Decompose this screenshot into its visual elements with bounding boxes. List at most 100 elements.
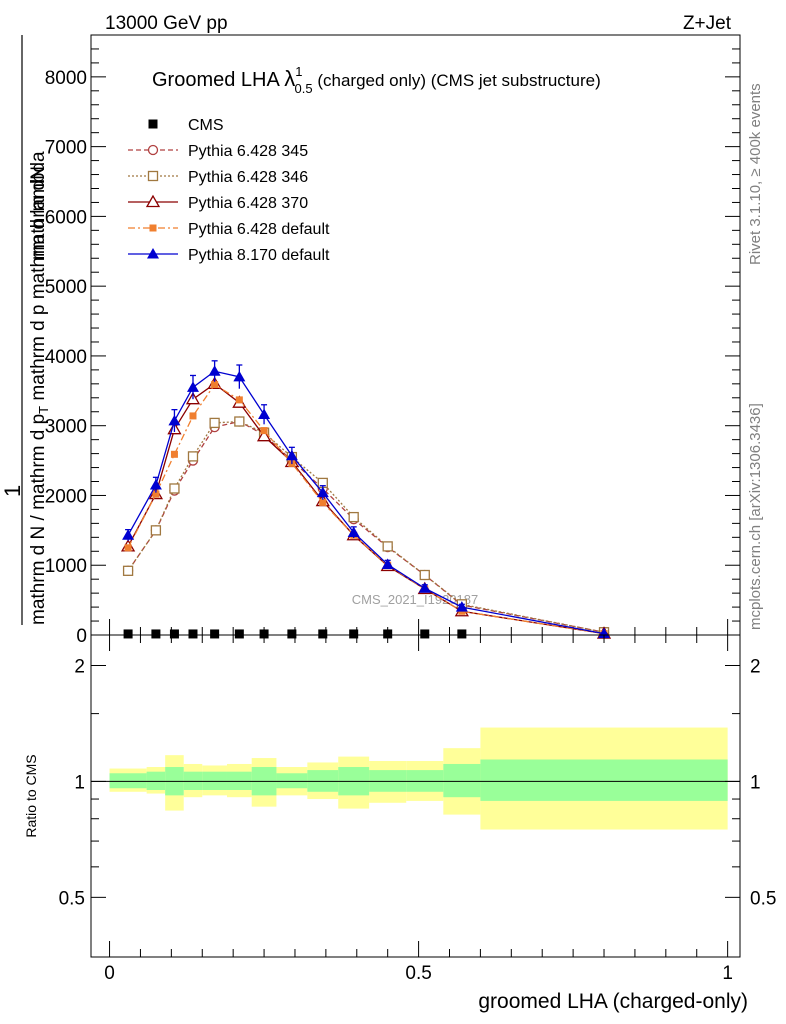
data-point-cms [169,629,179,639]
main-y-axis [91,48,740,636]
data-point-cms [287,629,297,639]
x-tick-label: 1 [722,963,733,984]
data-point-pythia-6-428-346 [122,565,134,576]
y-tick-label: 2000 [45,486,87,507]
data-point-pythia-8-170-default [233,370,246,382]
ratio-band-1sigma [146,771,166,790]
x-tick-label: 0 [104,963,115,984]
data-point-pythia-6-428-346 [419,569,430,581]
ratio-bands [91,727,740,830]
legend-marker-pythia-8-170-default [147,248,159,259]
data-point-pythia-6-428-346 [150,525,162,536]
ratio-band-1sigma [443,763,481,798]
data-point-pythia-6-428-346 [348,511,359,523]
y-tick-label: 6000 [45,207,87,228]
legend-marker-pythia-6-428-345 [147,144,159,156]
data-point-cms [318,629,328,639]
data-point-pythia-6-428-default [124,544,132,552]
y-axis-title-denominator: mathrm d N / mathrm d pT mathrm d p math… [28,151,51,625]
ratio-band-1sigma [276,773,308,789]
process-label: Z+Jet [683,13,732,34]
data-point-cms [259,629,269,639]
y-tick-label: 8000 [45,68,87,89]
ratio-band-1sigma [202,771,227,790]
legend-label-pythia-6-428-346: Pythia 6.428 346 [188,169,308,186]
legend-marker-pythia-6-428-346 [147,170,159,182]
data-point-pythia-8-170-default [381,558,394,570]
legend-label-cms: CMS [188,117,224,134]
data-point-pythia-6-428-346 [187,451,199,462]
ratio-plot-frame [90,634,741,958]
ratio-band-1sigma [226,771,252,790]
series-line-pythia-8-170-default [127,370,605,635]
y-axis-title-numerator-dn: mathrm dN [28,166,49,260]
y-axis-title-numerator-one: 1 [0,485,25,497]
data-point-pythia-6-428-346 [234,416,245,427]
data-point-pythia-6-428-default [319,498,327,506]
data-point-pythia-6-428-default [152,490,160,498]
data-point-pythia-8-170-default [149,479,162,490]
data-point-pythia-8-170-default [418,582,431,593]
ratio-y-tick-label: 0.5 [59,888,85,909]
data-point-cms [151,629,161,639]
legend-label-pythia-8-170-default: Pythia 8.170 default [188,247,330,264]
rivet-version-label: Rivet 3.1.10, ≥ 400k events [747,83,764,265]
legend-label-pythia-6-428-default: Pythia 6.428 default [188,221,330,238]
mcplots-label: mcplots.cern.ch [arXiv:1306.3436] [747,403,764,630]
x-tick-label: 0.5 [405,963,431,984]
ratio-y-tick-label: 1 [74,772,85,793]
series-line-pythia-6-428-default [127,383,605,635]
data-point-pythia-6-428-default [235,396,243,404]
ratio-y-tick-label: 2 [74,656,85,677]
main-x-axis [109,619,729,635]
data-point-pythia-8-170-default [285,449,298,461]
data-point-cms [188,629,198,639]
data-point-pythia-6-428-default [170,450,178,458]
ratio-y-tick-label-right: 0.5 [750,888,776,909]
main-y-tick-labels: 0 1000 2000 3000 4000 5000 6000 7000 8000 [45,68,87,647]
data-point-cms [457,629,467,639]
data-point-pythia-8-170-default [168,414,181,426]
data-point-pythia-8-170-default [122,529,135,540]
data-point-pythia-8-170-default [186,381,199,392]
data-point-cms [123,629,133,639]
y-tick-label: 3000 [45,417,87,438]
series-line-pythia-6-428-346 [127,420,605,633]
y-tick-label: 1000 [45,556,87,577]
ratio-x-axis: 0 0.5 1 [104,635,733,984]
y-tick-label: 4000 [45,347,87,368]
ratio-y-tick-label-right: 2 [750,656,761,677]
legend: CMS Pythia 6.428 345 Pythia 6.428 346 Pythi… [128,117,330,264]
data-point-pythia-8-170-default [347,526,360,537]
data-point-cms [383,629,393,639]
data-point-pythia-6-428-346 [382,541,393,552]
data-point-pythia-6-428-default [260,427,268,435]
legend-label-pythia-6-428-370: Pythia 6.428 370 [188,195,308,212]
legend-marker-pythia-6-428-370 [145,194,161,208]
series-layer [120,360,612,639]
ratio-y-axis-title: Ratio to CMS [23,754,39,837]
data-point-pythia-8-170-default [316,486,329,498]
data-point-cms [420,629,430,639]
ratio-y-axis: 0.5 0.5 1 1 2 2 [59,656,777,909]
data-point-pythia-6-428-default [189,412,197,420]
data-point-pythia-6-428-default [211,381,219,389]
data-point-cms [234,629,244,639]
data-point-cms [210,629,220,639]
legend-marker-pythia-6-428-default [149,224,157,232]
collision-label: 13000 GeV pp [105,13,228,34]
data-point-pythia-6-428-346 [209,417,220,429]
y-tick-label: 7000 [45,138,87,159]
ratio-band-1sigma [109,773,147,789]
ratio-band-1sigma [480,759,728,801]
y-tick-label: 5000 [45,277,87,298]
x-axis-title: groomed LHA (charged-only) [478,990,748,1013]
analysis-watermark: CMS_2021_I1920187 [352,592,479,607]
ratio-y-tick-label-right: 1 [750,772,761,793]
data-point-pythia-6-428-346 [169,483,180,494]
data-point-pythia-6-428-370 [256,428,272,442]
ratio-band-1sigma [183,771,203,790]
legend-marker-cms [148,119,158,129]
data-point-pythia-8-170-default [455,601,468,612]
